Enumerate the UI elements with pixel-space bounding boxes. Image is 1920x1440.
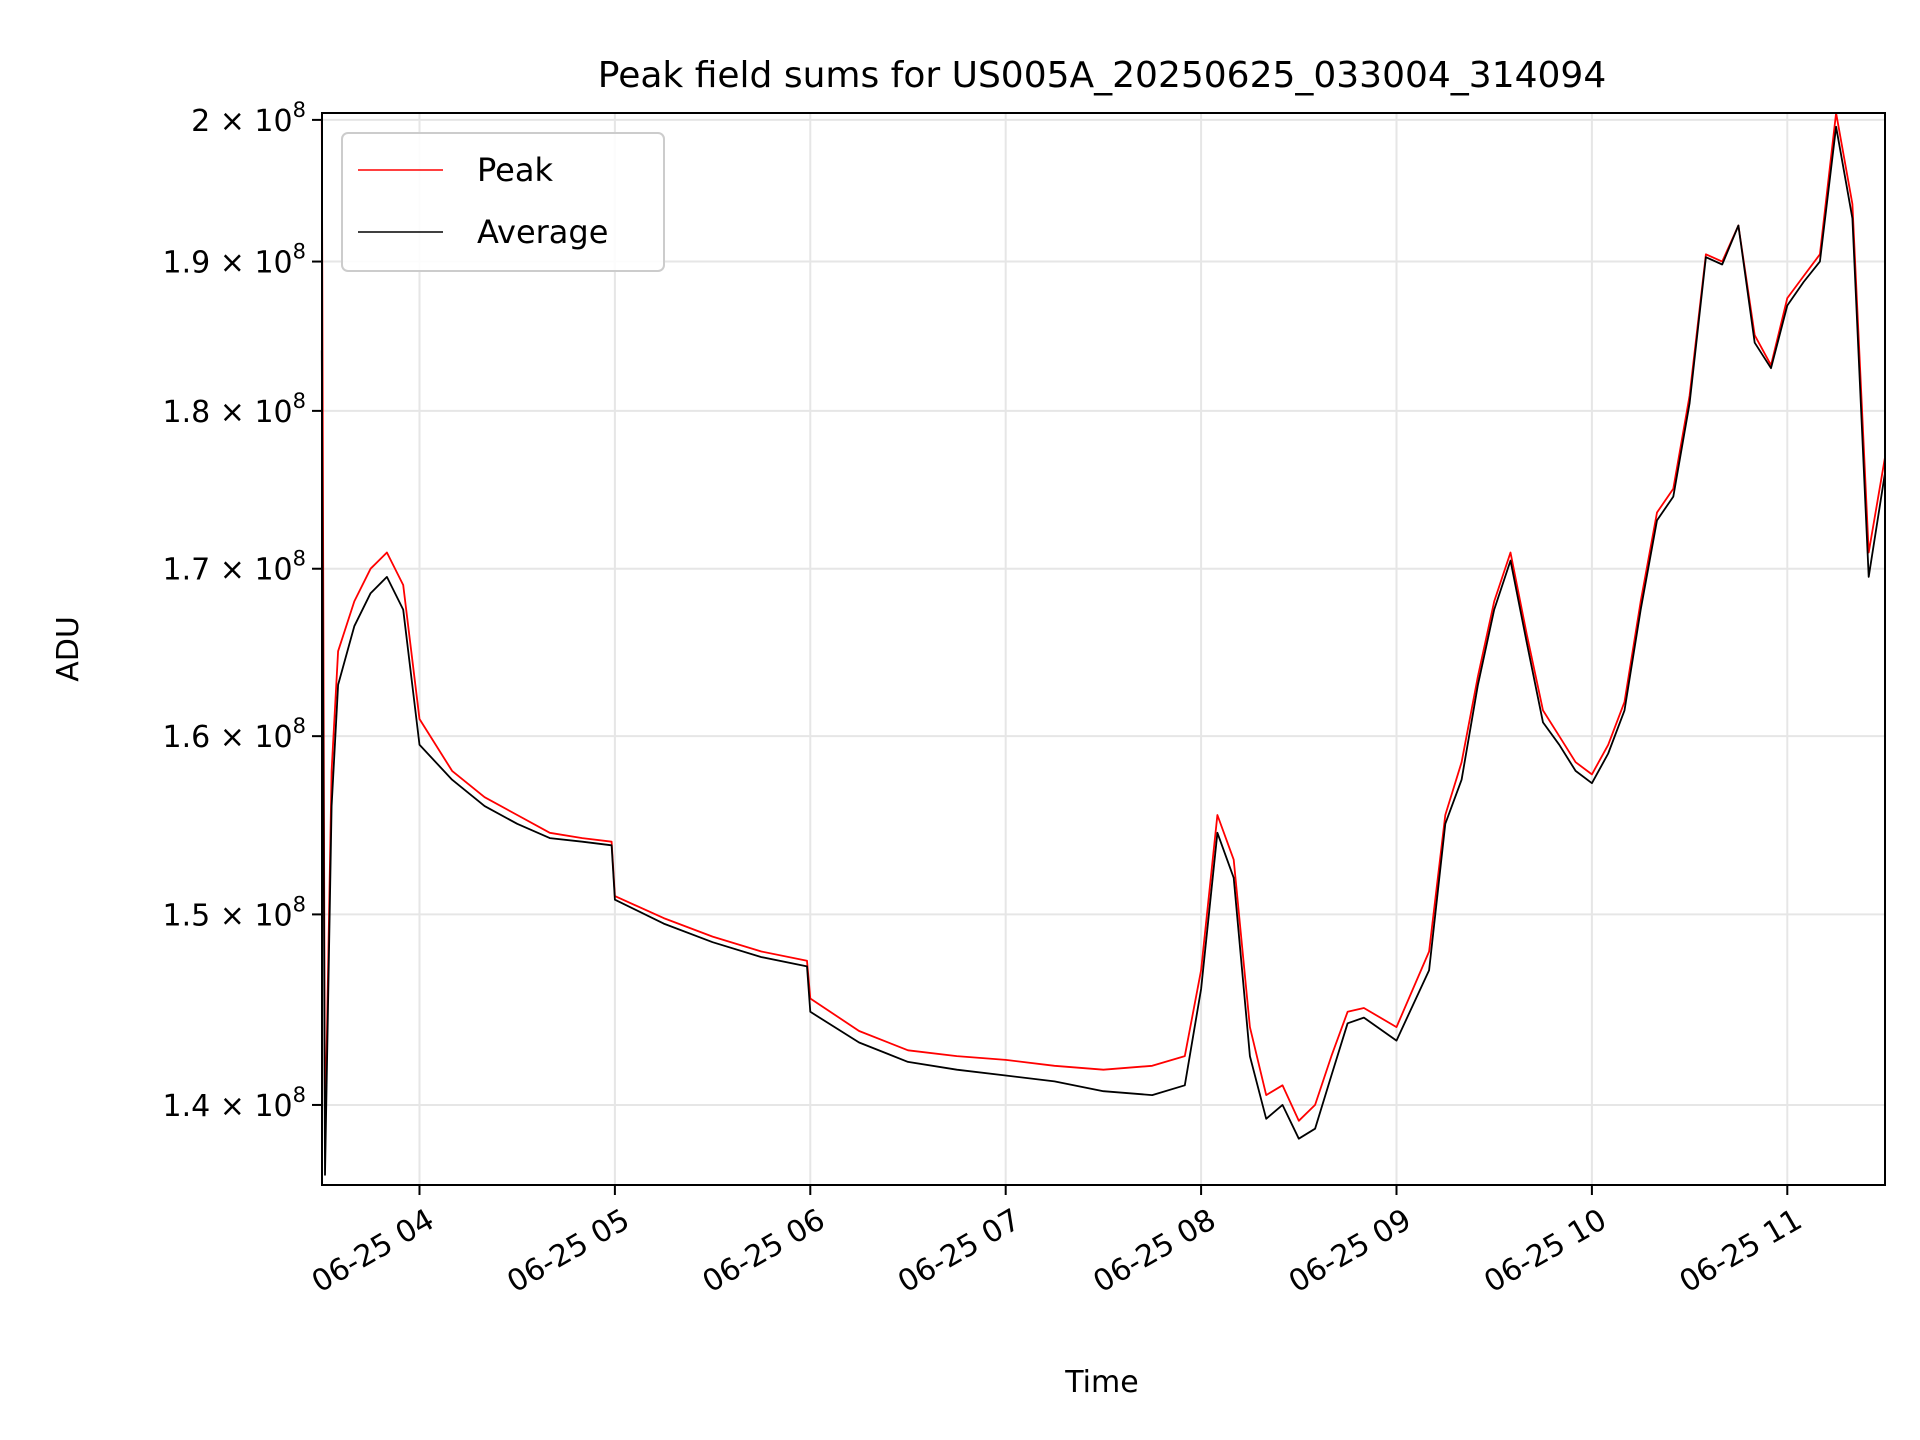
legend-box xyxy=(341,132,665,272)
legend-label-average: Average xyxy=(477,213,608,251)
y-tick-label: 1.6 × 108 xyxy=(163,714,306,755)
legend: Peak Average xyxy=(341,132,665,272)
x-tick-label: 06-25 08 xyxy=(1088,1202,1222,1300)
legend-label-peak: Peak xyxy=(477,151,553,189)
y-tick-label: 1.7 × 108 xyxy=(163,547,306,588)
y-axis-label: ADU xyxy=(51,616,86,682)
x-axis: 06-25 04 06-25 05 06-25 06 06-25 07 06-25 08… xyxy=(306,1185,1808,1300)
y-tick-label: 1.8 × 108 xyxy=(163,389,306,430)
y-axis: 1.4 × 108 1.5 × 108 1.6 × 108 1.7 × 108 1.8 … xyxy=(163,98,322,1124)
x-tick-label: 06-25 11 xyxy=(1674,1202,1808,1300)
x-axis-label: Time xyxy=(1064,1365,1138,1400)
plot-frame xyxy=(321,112,1886,1186)
x-tick-label: 06-25 07 xyxy=(892,1202,1026,1300)
y-tick-label: 1.5 × 108 xyxy=(163,892,306,933)
y-tick-label: 1.9 × 108 xyxy=(163,240,306,281)
y-tick-label: 2 × 108 xyxy=(191,98,306,139)
x-tick-label: 06-25 09 xyxy=(1283,1202,1417,1300)
x-tick-label: 06-25 10 xyxy=(1478,1202,1612,1300)
y-tick-label: 1.4 × 108 xyxy=(163,1083,306,1124)
series-line-average xyxy=(320,125,1886,1176)
x-tick-label: 06-25 06 xyxy=(697,1202,831,1300)
chart-title: Peak field sums for US005A_20250625_0330… xyxy=(598,55,1606,96)
x-tick-label: 06-25 05 xyxy=(501,1202,635,1300)
series-group xyxy=(320,112,1886,1176)
grid-lines xyxy=(322,113,1885,1185)
x-tick-label: 06-25 04 xyxy=(306,1202,440,1300)
plot-area xyxy=(322,113,1885,1185)
